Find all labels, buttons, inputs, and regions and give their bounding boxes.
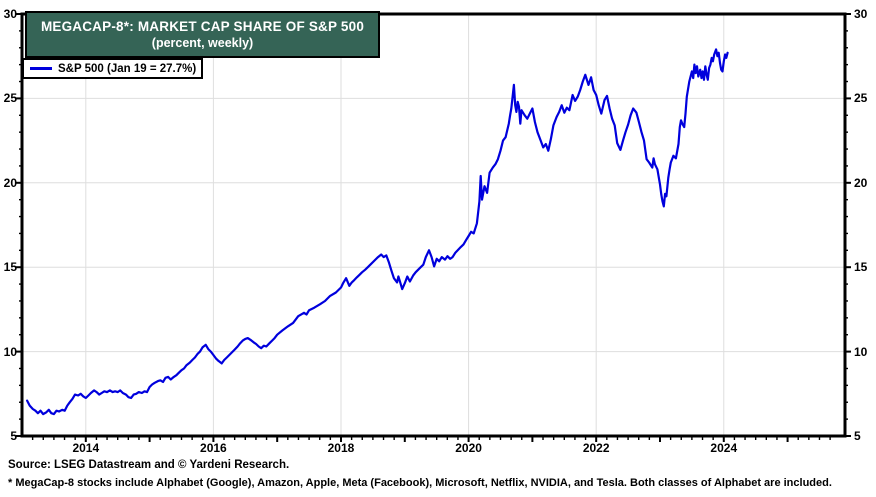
y-axis-tick-label: 5 xyxy=(10,429,17,443)
x-axis-tick-label: 2014 xyxy=(72,441,100,455)
legend: S&P 500 (Jan 19 = 27.7%) xyxy=(22,58,203,79)
plot-frame xyxy=(20,12,847,438)
y-axis-tick-label: 25 xyxy=(854,91,868,106)
footnote: * MegaCap-8 stocks include Alphabet (Goo… xyxy=(8,477,832,489)
y-axis-tick-label: 30 xyxy=(3,7,17,21)
y-axis-tick-label: 30 xyxy=(854,7,868,21)
y-axis-tick-label: 10 xyxy=(3,344,17,359)
x-axis-tick-label: 2020 xyxy=(455,441,482,455)
x-axis-tick-label: 2018 xyxy=(327,441,355,455)
chart-subtitle: (percent, weekly) xyxy=(151,36,254,51)
y-axis-tick-label: 15 xyxy=(3,260,17,275)
legend-line-sample-icon xyxy=(30,67,52,70)
chart-title: MEGACAP-8*: MARKET CAP SHARE OF S&P 500 xyxy=(40,18,365,34)
source-note: Source: LSEG Datastream and © Yardeni Re… xyxy=(8,459,290,471)
y-axis-tick-label: 5 xyxy=(854,429,861,443)
y-axis-tick-label: 15 xyxy=(854,260,868,275)
y-axis-tick-label: 25 xyxy=(3,91,17,106)
legend-label: S&P 500 (Jan 19 = 27.7%) xyxy=(58,62,197,75)
y-axis-tick-label: 20 xyxy=(3,175,17,190)
y-axis-tick-label: 20 xyxy=(854,175,868,190)
y-axis-tick-label: 10 xyxy=(854,344,868,359)
x-axis-tick-label: 2016 xyxy=(200,441,227,455)
series-line xyxy=(26,48,729,416)
chart-title-box: MEGACAP-8*: MARKET CAP SHARE OF S&P 500 … xyxy=(25,11,380,58)
x-axis-tick-label: 2022 xyxy=(582,441,610,455)
x-axis-tick-label: 2024 xyxy=(710,441,738,455)
